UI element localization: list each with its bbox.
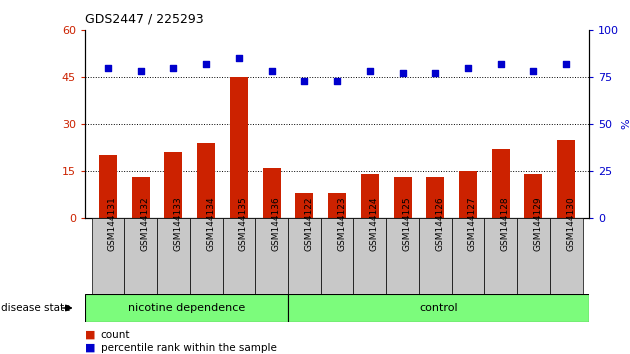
Bar <box>517 218 550 294</box>
Point <box>266 69 277 74</box>
Bar <box>295 193 313 218</box>
Bar <box>288 218 321 294</box>
Y-axis label: %: % <box>622 119 630 129</box>
Text: GSM144130: GSM144130 <box>566 196 575 251</box>
Text: GSM144127: GSM144127 <box>468 196 477 251</box>
Point <box>103 65 113 70</box>
Bar <box>394 177 411 218</box>
Point <box>332 78 342 84</box>
Bar <box>484 218 517 294</box>
Point <box>496 61 506 67</box>
Text: GSM144135: GSM144135 <box>239 196 248 251</box>
Text: percentile rank within the sample: percentile rank within the sample <box>101 343 277 353</box>
Bar <box>124 218 157 294</box>
Point <box>561 61 571 67</box>
Bar <box>255 218 288 294</box>
Text: ■: ■ <box>85 330 96 339</box>
Text: GSM144134: GSM144134 <box>206 196 215 251</box>
Text: GSM144126: GSM144126 <box>435 196 444 251</box>
Bar <box>386 218 419 294</box>
Text: nicotine dependence: nicotine dependence <box>128 303 245 313</box>
Bar <box>427 177 444 218</box>
Text: disease state: disease state <box>1 303 71 313</box>
Text: GSM144124: GSM144124 <box>370 196 379 251</box>
Point <box>299 78 309 84</box>
Text: ■: ■ <box>85 343 96 353</box>
Text: GSM144123: GSM144123 <box>337 196 346 251</box>
Text: GSM144122: GSM144122 <box>304 196 313 251</box>
Bar <box>91 218 124 294</box>
Bar <box>353 218 386 294</box>
Point <box>234 55 244 61</box>
Bar <box>230 77 248 218</box>
Point <box>135 69 146 74</box>
Bar <box>190 218 222 294</box>
Bar <box>459 171 477 218</box>
Bar <box>557 139 575 218</box>
Bar <box>197 143 215 218</box>
Bar <box>132 177 150 218</box>
Text: control: control <box>419 303 458 313</box>
Bar <box>164 152 183 218</box>
Bar <box>524 174 542 218</box>
Text: GDS2447 / 225293: GDS2447 / 225293 <box>85 12 203 25</box>
Text: GSM144128: GSM144128 <box>501 196 510 251</box>
Bar <box>263 168 280 218</box>
Point <box>168 65 178 70</box>
Text: GSM144129: GSM144129 <box>534 196 542 251</box>
Bar <box>491 149 510 218</box>
Point <box>365 69 375 74</box>
Bar <box>222 218 255 294</box>
Text: GSM144125: GSM144125 <box>403 196 411 251</box>
Point <box>201 61 211 67</box>
Text: GSM144136: GSM144136 <box>272 196 280 251</box>
Point <box>430 70 440 76</box>
Point <box>463 65 473 70</box>
Bar <box>288 294 589 322</box>
Text: GSM144133: GSM144133 <box>173 196 183 251</box>
Bar <box>157 218 190 294</box>
Text: GSM144132: GSM144132 <box>140 196 150 251</box>
Text: count: count <box>101 330 130 339</box>
Bar <box>85 294 288 322</box>
Text: GSM144131: GSM144131 <box>108 196 117 251</box>
Bar <box>321 218 353 294</box>
Bar <box>361 174 379 218</box>
Bar <box>419 218 452 294</box>
Bar <box>550 218 583 294</box>
Bar <box>452 218 484 294</box>
Point <box>398 70 408 76</box>
Point <box>529 69 539 74</box>
Bar <box>328 193 346 218</box>
Bar <box>99 155 117 218</box>
